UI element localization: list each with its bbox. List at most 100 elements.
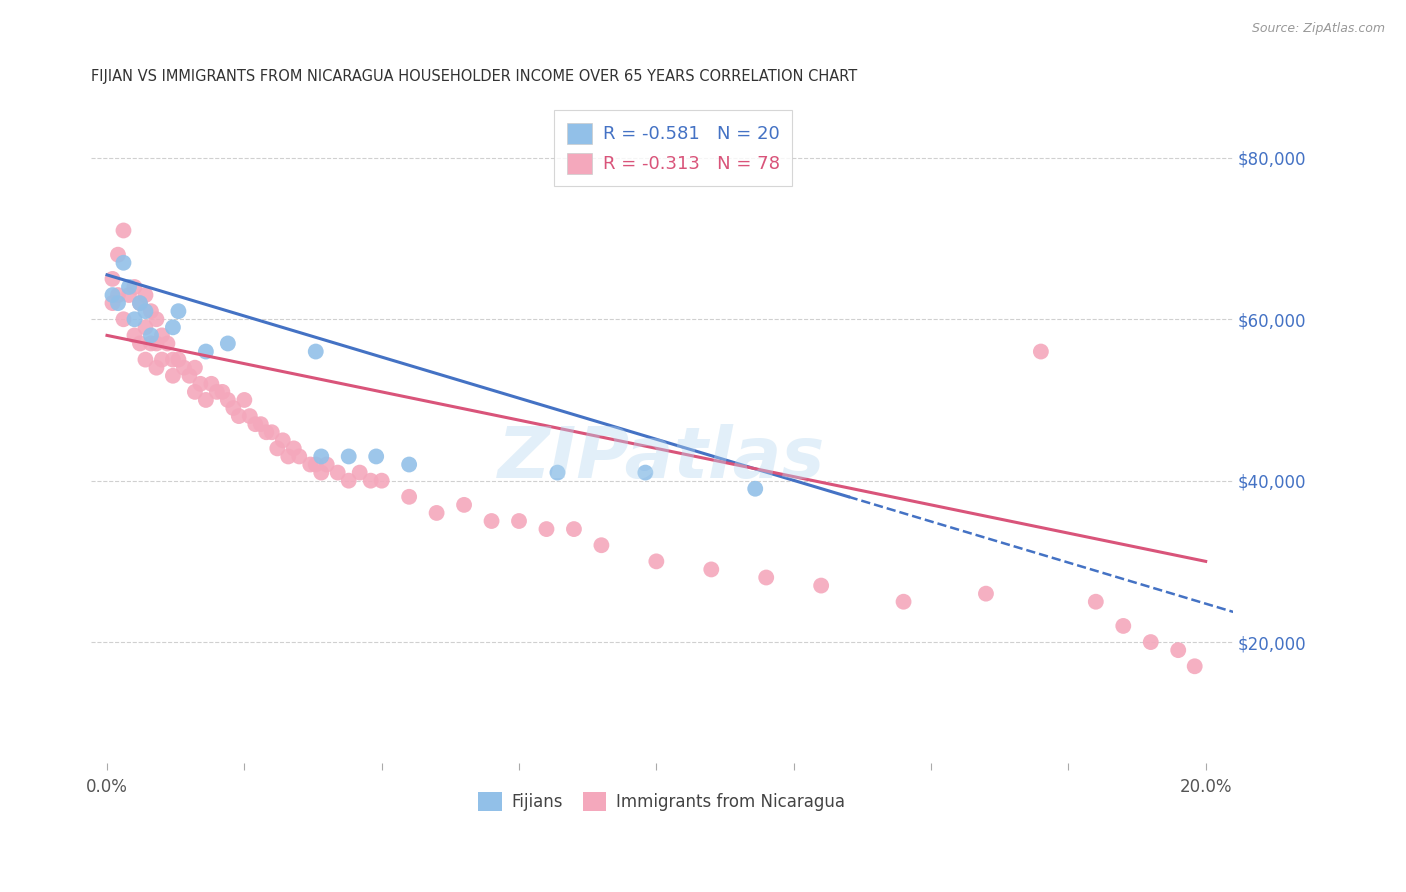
Point xyxy=(124,280,146,294)
Point xyxy=(145,360,167,375)
Point xyxy=(1084,595,1107,609)
Point xyxy=(508,514,530,528)
Point xyxy=(184,384,207,399)
Point xyxy=(129,336,152,351)
Point xyxy=(245,417,267,432)
Point xyxy=(481,514,503,528)
Point xyxy=(179,368,201,383)
Point xyxy=(591,538,613,552)
Point xyxy=(190,376,212,391)
Point xyxy=(546,466,568,480)
Point xyxy=(277,450,299,464)
Point xyxy=(107,288,129,302)
Point xyxy=(283,442,305,456)
Point xyxy=(217,336,239,351)
Point xyxy=(205,384,228,399)
Point xyxy=(134,304,156,318)
Point xyxy=(162,368,184,383)
Point xyxy=(167,304,190,318)
Point xyxy=(370,474,392,488)
Point xyxy=(288,450,311,464)
Point xyxy=(299,458,322,472)
Point xyxy=(315,458,337,472)
Point xyxy=(156,336,179,351)
Point xyxy=(366,450,388,464)
Point xyxy=(250,417,273,432)
Point xyxy=(233,392,256,407)
Point xyxy=(453,498,475,512)
Point xyxy=(1139,635,1161,649)
Point xyxy=(266,442,288,456)
Point xyxy=(1184,659,1206,673)
Point xyxy=(112,223,135,237)
Point xyxy=(194,344,217,359)
Point xyxy=(124,328,146,343)
Point xyxy=(337,450,360,464)
Point xyxy=(200,376,222,391)
Point xyxy=(101,288,124,302)
Point xyxy=(974,587,997,601)
Point xyxy=(222,401,245,415)
Point xyxy=(326,466,349,480)
Point xyxy=(129,296,152,310)
Point xyxy=(305,344,328,359)
Point xyxy=(139,328,162,343)
Point xyxy=(139,304,162,318)
Point xyxy=(173,360,195,375)
Point xyxy=(645,554,668,568)
Point xyxy=(184,360,207,375)
Point xyxy=(211,384,233,399)
Point xyxy=(194,392,217,407)
Point xyxy=(150,328,173,343)
Point xyxy=(145,336,167,351)
Point xyxy=(744,482,766,496)
Point xyxy=(239,409,262,423)
Point xyxy=(562,522,585,536)
Point xyxy=(145,312,167,326)
Point xyxy=(398,490,420,504)
Point xyxy=(755,570,778,584)
Point xyxy=(118,288,141,302)
Text: Source: ZipAtlas.com: Source: ZipAtlas.com xyxy=(1251,22,1385,36)
Text: ZIPatlas: ZIPatlas xyxy=(498,425,825,493)
Point xyxy=(536,522,558,536)
Point xyxy=(134,320,156,334)
Point xyxy=(1029,344,1052,359)
Point xyxy=(228,409,250,423)
Point xyxy=(112,312,135,326)
Point xyxy=(1112,619,1135,633)
Point xyxy=(107,296,129,310)
Point xyxy=(634,466,657,480)
Point xyxy=(700,562,723,576)
Point xyxy=(426,506,449,520)
Point xyxy=(124,312,146,326)
Point xyxy=(118,280,141,294)
Point xyxy=(305,458,328,472)
Point xyxy=(398,458,420,472)
Point xyxy=(162,320,184,334)
Point xyxy=(167,352,190,367)
Point xyxy=(360,474,382,488)
Point xyxy=(349,466,371,480)
Point xyxy=(112,256,135,270)
Point xyxy=(309,450,332,464)
Point xyxy=(134,288,156,302)
Point xyxy=(810,578,832,592)
Point xyxy=(150,352,173,367)
Point xyxy=(337,474,360,488)
Point xyxy=(254,425,277,440)
Point xyxy=(162,352,184,367)
Point xyxy=(129,296,152,310)
Point xyxy=(1167,643,1189,657)
Point xyxy=(893,595,915,609)
Point xyxy=(139,336,162,351)
Point xyxy=(271,434,294,448)
Point xyxy=(101,272,124,286)
Text: FIJIAN VS IMMIGRANTS FROM NICARAGUA HOUSEHOLDER INCOME OVER 65 YEARS CORRELATION: FIJIAN VS IMMIGRANTS FROM NICARAGUA HOUS… xyxy=(90,69,856,84)
Point xyxy=(309,466,332,480)
Point xyxy=(260,425,283,440)
Point xyxy=(134,352,156,367)
Point xyxy=(217,392,239,407)
Point xyxy=(107,248,129,262)
Legend: Fijians, Immigrants from Nicaragua: Fijians, Immigrants from Nicaragua xyxy=(468,781,855,821)
